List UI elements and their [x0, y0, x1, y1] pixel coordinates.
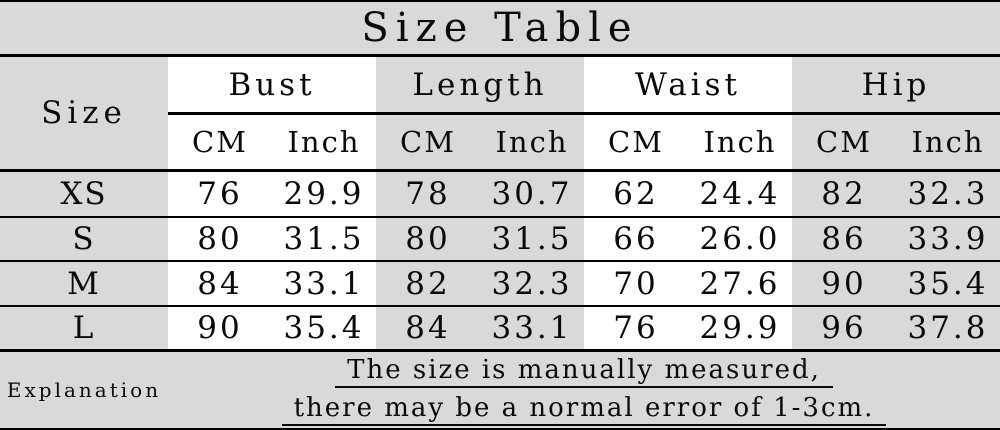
- cell-xs-bust-cm: 76: [168, 172, 272, 218]
- unit-header-bust-inch: Inch: [272, 115, 376, 172]
- group-header-hip: Hip: [792, 57, 1000, 115]
- cell-s-bust-inch: 31.5: [272, 218, 376, 262]
- cell-s-waist-cm: 66: [584, 218, 688, 262]
- cell-s-length-cm: 80: [376, 218, 480, 262]
- group-header-length: Length: [376, 57, 584, 115]
- cell-m-hip-cm: 90: [792, 262, 896, 307]
- cell-xs-length-inch: 30.7: [480, 172, 584, 218]
- cell-xs-bust-inch: 29.9: [272, 172, 376, 218]
- cell-m-waist-cm: 70: [584, 262, 688, 307]
- unit-header-hip-inch: Inch: [896, 115, 1000, 172]
- explanation-label: Explanation: [0, 352, 168, 430]
- row-l-size-label: L: [0, 307, 168, 352]
- cell-l-waist-cm: 76: [584, 307, 688, 352]
- cell-m-waist-inch: 27.6: [688, 262, 792, 307]
- cell-s-length-inch: 31.5: [480, 218, 584, 262]
- cell-xs-length-cm: 78: [376, 172, 480, 218]
- unit-header-waist-cm: CM: [584, 115, 688, 172]
- cell-l-bust-inch: 35.4: [272, 307, 376, 352]
- cell-s-hip-inch: 33.9: [896, 218, 1000, 262]
- table-title: Size Table: [0, 0, 1000, 57]
- cell-l-hip-cm: 96: [792, 307, 896, 352]
- row-m-size-label: M: [0, 262, 168, 307]
- row-xs-size-label: XS: [0, 172, 168, 218]
- explanation-note: The size is manually measured, there may…: [168, 352, 1000, 430]
- cell-l-bust-cm: 90: [168, 307, 272, 352]
- note-line-1: The size is manually measured,: [335, 355, 833, 388]
- cell-m-hip-inch: 35.4: [896, 262, 1000, 307]
- unit-header-length-inch: Inch: [480, 115, 584, 172]
- group-header-bust: Bust: [168, 57, 376, 115]
- cell-xs-waist-cm: 62: [584, 172, 688, 218]
- cell-l-hip-inch: 37.8: [896, 307, 1000, 352]
- cell-l-length-cm: 84: [376, 307, 480, 352]
- cell-xs-hip-cm: 82: [792, 172, 896, 218]
- cell-l-waist-inch: 29.9: [688, 307, 792, 352]
- unit-header-waist-inch: Inch: [688, 115, 792, 172]
- cell-s-waist-inch: 26.0: [688, 218, 792, 262]
- unit-header-hip-cm: CM: [792, 115, 896, 172]
- cell-m-bust-cm: 84: [168, 262, 272, 307]
- cell-xs-hip-inch: 32.3: [896, 172, 1000, 218]
- cell-m-bust-inch: 33.1: [272, 262, 376, 307]
- group-header-waist: Waist: [584, 57, 792, 115]
- size-column-header: Size: [0, 57, 168, 172]
- note-line-2: there may be a normal error of 1-3cm.: [281, 393, 887, 426]
- row-s-size-label: S: [0, 218, 168, 262]
- cell-s-bust-cm: 80: [168, 218, 272, 262]
- cell-xs-waist-inch: 24.4: [688, 172, 792, 218]
- unit-header-bust-cm: CM: [168, 115, 272, 172]
- cell-m-length-cm: 82: [376, 262, 480, 307]
- cell-m-length-inch: 32.3: [480, 262, 584, 307]
- cell-s-hip-cm: 86: [792, 218, 896, 262]
- unit-header-length-cm: CM: [376, 115, 480, 172]
- cell-l-length-inch: 33.1: [480, 307, 584, 352]
